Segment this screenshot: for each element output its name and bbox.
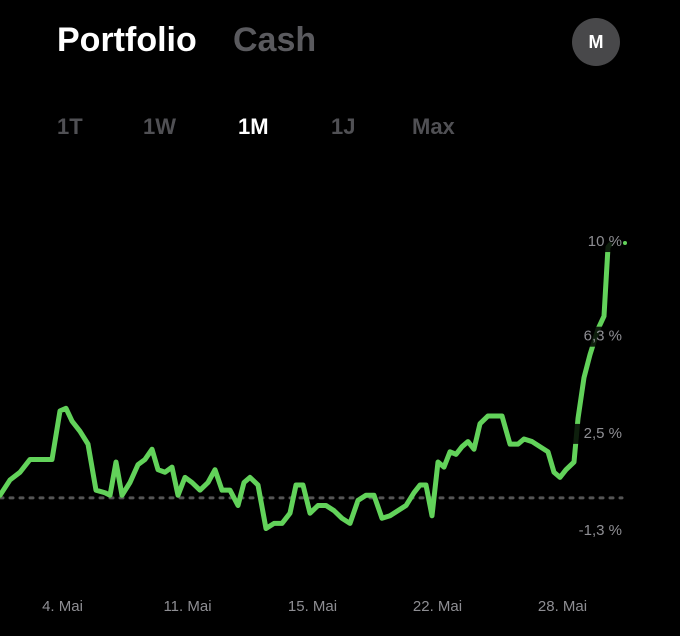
y-tick-label: 2,5 % xyxy=(584,425,622,442)
x-tick-label: 4. Mai xyxy=(42,598,83,615)
y-tick-label: -1,3 % xyxy=(579,522,622,539)
price-line xyxy=(0,242,613,532)
header-tab[interactable]: Cash xyxy=(233,21,316,59)
range-tab[interactable]: Max xyxy=(412,114,456,139)
x-tick-label: 15. Mai xyxy=(288,598,337,615)
y-tick-label: 10 % xyxy=(588,233,622,250)
header-tab[interactable]: Portfolio xyxy=(57,21,197,59)
range-tab[interactable]: 1T xyxy=(57,114,83,139)
avatar-initial[interactable]: M xyxy=(589,32,604,52)
range-tab[interactable]: 1W xyxy=(143,114,176,139)
x-tick-label: 11. Mai xyxy=(163,598,211,615)
y-tick-label: 6,3 % xyxy=(584,328,622,345)
avatar[interactable] xyxy=(572,18,620,66)
x-tick-label: 22. Mai xyxy=(413,598,462,615)
range-tab[interactable]: 1M xyxy=(238,114,269,139)
x-tick-label: 28. Mai xyxy=(538,598,587,615)
y-tick-background xyxy=(570,423,626,444)
chart: 10 % 6,3 % 2,5 % -1,3 % 4. Mai 11. Mai 15. Mai… xyxy=(0,232,627,615)
y-tick-background xyxy=(570,521,626,542)
y-tick-background xyxy=(570,232,626,253)
range-tab[interactable]: 1J xyxy=(331,114,355,139)
live-dot xyxy=(623,241,627,245)
y-tick-background xyxy=(570,326,626,347)
